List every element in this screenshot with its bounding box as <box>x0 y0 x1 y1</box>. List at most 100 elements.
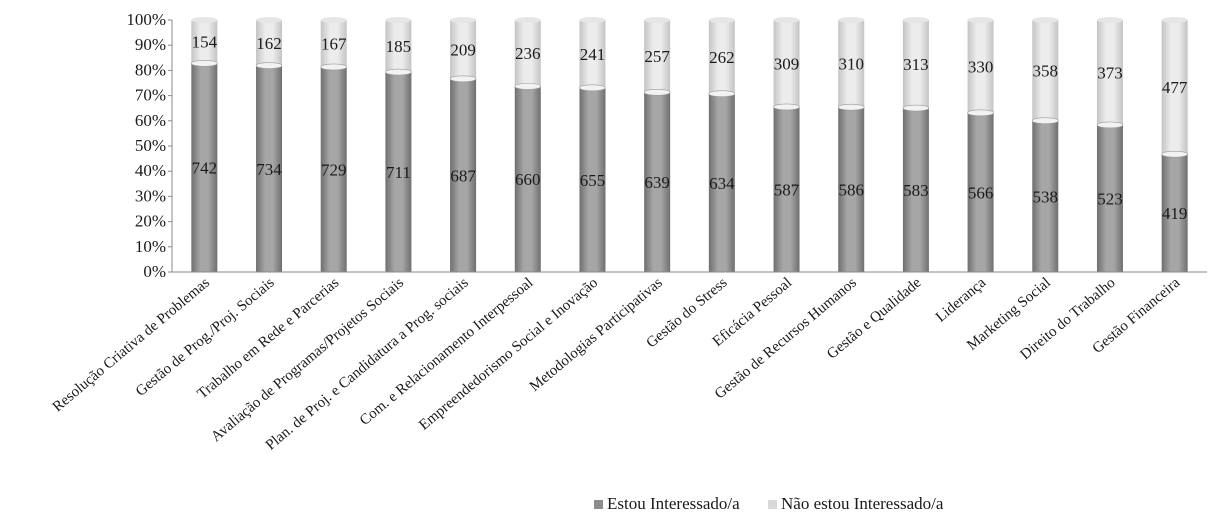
bar-top-cap <box>1096 17 1123 23</box>
data-label-estou: 419 <box>1162 204 1188 223</box>
bar-divider-cap <box>320 63 348 71</box>
bar-segment-estou <box>385 72 412 272</box>
data-label-nao-estou: 262 <box>709 48 735 67</box>
data-label-estou: 660 <box>515 170 541 189</box>
bar-segment-nao-estou <box>902 20 929 109</box>
bar-divider-cap <box>385 68 412 76</box>
data-label-nao-estou: 236 <box>515 44 541 63</box>
y-axis: 0% 10% 20% 30% 40% 50% 60% 70% 80% 90% 100% <box>126 10 173 281</box>
bar-segment-nao-estou <box>450 20 477 79</box>
bar-segment-nao-estou <box>191 20 218 64</box>
y-tick-label: 30% <box>135 186 166 205</box>
data-label-estou: 587 <box>774 180 800 199</box>
data-label-nao-estou: 154 <box>192 33 218 52</box>
bar-top-cap <box>320 17 347 23</box>
legend-swatch-nao-estou <box>768 500 777 509</box>
bar-divider-cap <box>1161 150 1188 158</box>
bar-divider-cap <box>708 90 736 97</box>
data-label-nao-estou: 167 <box>321 34 347 53</box>
data-label-nao-estou: 309 <box>774 54 800 73</box>
data-labels-group: 742 154 734 162 729 167 711 185 687 209 660 236 655 2… <box>192 33 1188 223</box>
bar-top-cap <box>256 17 283 23</box>
bar-divider-cap <box>1031 117 1059 124</box>
bar-segment-nao-estou <box>1032 20 1059 121</box>
y-tick-label: 60% <box>135 111 166 130</box>
x-tick-label: Liderança <box>933 275 989 326</box>
bar-top-cap <box>708 17 735 23</box>
bar-divider-cap <box>449 75 477 83</box>
data-label-nao-estou: 162 <box>256 34 282 53</box>
bar-segment-estou <box>708 93 735 272</box>
data-label-estou: 687 <box>450 166 476 185</box>
data-label-nao-estou: 313 <box>903 55 929 74</box>
bar-segment-nao-estou <box>385 20 412 73</box>
bar-segment-nao-estou <box>1096 20 1123 125</box>
bar-top-cap <box>967 17 994 23</box>
bar-segment-nao-estou <box>1161 20 1188 155</box>
data-label-nao-estou: 310 <box>838 55 864 74</box>
bar-segment-nao-estou <box>320 20 347 67</box>
data-label-estou: 639 <box>644 173 670 192</box>
bar-segment-estou <box>320 66 347 272</box>
data-label-nao-estou: 330 <box>968 57 994 76</box>
data-label-nao-estou: 185 <box>386 37 412 56</box>
bar-top-cap <box>1161 17 1188 23</box>
data-label-estou: 634 <box>709 174 735 193</box>
data-label-nao-estou: 358 <box>1033 61 1059 80</box>
bar-segment-nao-estou <box>773 20 800 107</box>
bar-segment-estou <box>256 65 283 272</box>
y-tick-label: 90% <box>135 35 166 54</box>
bar-top-cap <box>902 17 929 23</box>
bar-top-cap <box>773 17 800 23</box>
bar-divider-cap <box>1096 121 1124 129</box>
data-label-estou: 711 <box>386 163 411 182</box>
bar-segment-estou <box>514 86 541 272</box>
bar-segment-estou <box>967 112 994 272</box>
bar-divider-cap <box>191 60 218 67</box>
y-tick-label: 10% <box>135 237 166 256</box>
legend-label-nao-estou: Não estou Interessado/a <box>781 494 944 513</box>
bar-segment-estou <box>838 107 865 272</box>
bar-top-cap <box>450 17 477 23</box>
bar-segment-nao-estou <box>838 20 865 108</box>
bar-divider-cap <box>579 84 606 92</box>
legend-swatch-estou <box>594 500 603 509</box>
data-label-estou: 583 <box>903 181 929 200</box>
y-tick-label: 100% <box>126 10 166 29</box>
y-tick-label: 40% <box>135 161 166 180</box>
data-label-estou: 742 <box>192 159 218 178</box>
legend: Estou Interessado/a Não estou Interessad… <box>594 494 944 513</box>
bar-divider-cap <box>643 88 671 96</box>
bar-divider-cap <box>837 103 865 111</box>
data-label-estou: 655 <box>580 171 606 190</box>
y-tick-label: 20% <box>135 212 166 231</box>
bar-segment-estou <box>1096 124 1123 272</box>
bar-divider-cap <box>773 103 800 111</box>
bar-segment-nao-estou <box>967 20 994 113</box>
bar-top-cap <box>385 17 412 23</box>
data-label-estou: 523 <box>1097 189 1123 208</box>
bar-segment-estou <box>1161 154 1188 272</box>
data-label-nao-estou: 241 <box>580 45 606 64</box>
legend-label-estou: Estou Interessado/a <box>607 494 740 513</box>
bar-segment-estou <box>450 78 477 272</box>
bar-top-cap <box>191 17 218 23</box>
data-label-nao-estou: 373 <box>1097 63 1123 82</box>
data-label-estou: 538 <box>1033 187 1059 206</box>
data-label-estou: 729 <box>321 160 347 179</box>
bar-segment-estou <box>644 92 671 272</box>
bar-segment-estou <box>902 108 929 272</box>
bar-segment-nao-estou <box>514 20 541 87</box>
bar-segment-nao-estou <box>708 20 735 94</box>
bar-segment-estou <box>191 63 218 272</box>
bar-segment-estou <box>773 106 800 272</box>
bar-top-cap <box>1032 17 1059 23</box>
data-label-estou: 734 <box>256 160 282 179</box>
y-tick-label: 50% <box>135 136 166 155</box>
data-label-estou: 566 <box>968 183 994 202</box>
bar-divider-cap <box>514 83 542 90</box>
bar-segment-estou <box>1032 120 1059 272</box>
bars-group <box>191 17 1188 272</box>
